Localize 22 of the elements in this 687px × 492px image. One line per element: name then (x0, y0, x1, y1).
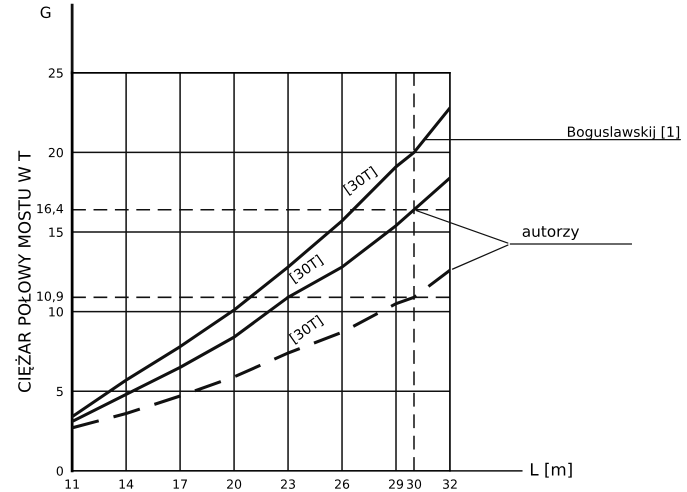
y-tick-label: 25 (48, 68, 63, 78)
x-tick-label: 14 (120, 480, 134, 489)
ref-line-label: 16,4 (37, 204, 64, 215)
annotation: autorzy (522, 226, 580, 240)
x-tick-label: 32 (442, 479, 457, 489)
ref-line-label: 10,9 (37, 291, 63, 302)
x-tick-label: 20 (227, 479, 242, 489)
y-axis-title: CIĘŻAR POŁOWY MOSTU W T (15, 150, 34, 392)
x-axis-title: L [m] (530, 462, 572, 478)
x-tick-label: 11 (66, 480, 79, 489)
y-tick-label: 5 (56, 386, 63, 396)
ref-line-label: 30 (407, 479, 422, 489)
y-tick-label: 10 (49, 307, 63, 317)
y-tick-label: 0 (56, 466, 63, 476)
y-tick-label: 15 (49, 228, 63, 237)
x-tick-label: 17 (174, 480, 187, 489)
x-tick-label: 23 (281, 479, 295, 489)
x-tick-label: 26 (334, 479, 350, 489)
y-tick-label: 20 (48, 148, 63, 158)
x-tick-label: 29 (388, 479, 404, 489)
text: Boguslawskij [1] (568, 126, 680, 140)
text: G (40, 6, 50, 18)
